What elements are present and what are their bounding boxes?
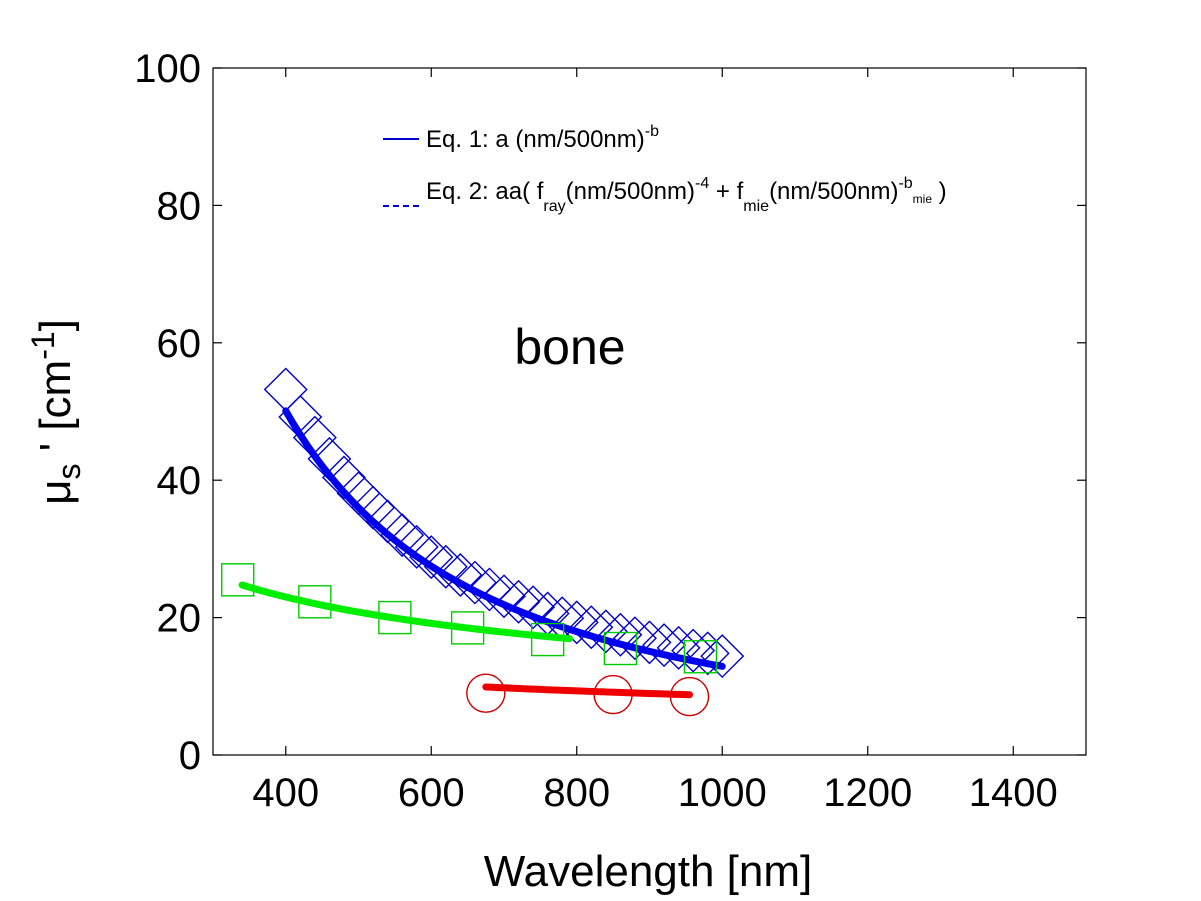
data-point	[612, 616, 657, 661]
legend-eq2-part: )	[932, 178, 947, 205]
data-point	[685, 631, 730, 676]
y-axis-label: μs ' [cm-1]	[25, 319, 87, 505]
data-point	[627, 620, 672, 665]
y-tick-label: 80	[157, 184, 202, 228]
y-tick-label: 0	[179, 734, 201, 778]
data-point	[482, 574, 526, 619]
x-axis-label: Wavelength [nm]	[484, 847, 813, 896]
y-axis-label-end: ]	[31, 319, 80, 331]
y-axis-label-units: ' [cm	[31, 360, 80, 464]
data-point	[583, 609, 628, 654]
x-tick-label: 600	[398, 771, 465, 815]
y-tick-label: 20	[157, 597, 202, 641]
chart-annotation: bone	[514, 319, 625, 375]
y-axis: 0 20 40 60 80 100	[134, 47, 1086, 778]
x-tick-label: 400	[252, 771, 319, 815]
data-point	[423, 544, 468, 589]
legend-eq2-part: (nm/500nm)	[769, 178, 898, 205]
legend-eq2-part: + f	[709, 178, 743, 205]
plot-area	[212, 67, 1087, 756]
data-point	[467, 567, 512, 612]
legend-eq2-part: -4	[695, 175, 709, 192]
fit-curve	[238, 581, 573, 643]
data-point	[554, 600, 599, 645]
series-circle	[466, 673, 710, 717]
data-point	[598, 612, 643, 657]
data-point	[380, 513, 425, 558]
data-point	[466, 673, 506, 713]
legend: Eq. 1: a (nm/500nm)-b Eq. 2: aa( fray(nm…	[383, 123, 947, 215]
data-point	[394, 524, 439, 569]
legend-eq2-part: -b	[898, 175, 912, 192]
data-point	[700, 634, 745, 679]
legend-eq2-part: (nm/500nm)	[566, 178, 695, 205]
legend-eq2-part: mie	[743, 198, 769, 215]
x-tick-label: 800	[543, 771, 610, 815]
x-axis: 400 600 800 1000 1200 1400	[252, 68, 1058, 815]
legend-label-eq1-sup: -b	[645, 123, 659, 140]
y-tick-label: 100	[134, 47, 201, 91]
series-square	[221, 563, 718, 674]
fit-curve	[282, 407, 726, 670]
data-point	[569, 605, 614, 650]
data-point	[452, 560, 497, 605]
y-axis-label-sub: s	[51, 464, 87, 480]
y-axis-label-sup: -1	[25, 331, 61, 359]
y-tick-label: 40	[157, 459, 202, 503]
legend-label-eq1-text: Eq. 1: a (nm/500nm)	[426, 126, 645, 153]
x-tick-label: 1000	[678, 771, 767, 815]
legend-label-eq1: Eq. 1: a (nm/500nm)-b	[426, 123, 659, 153]
series-diamond	[263, 367, 745, 679]
legend-label-eq2: Eq. 2: aa( fray(nm/500nm)-4 + fmie(nm/50…	[426, 175, 947, 215]
legend-eq2-part: ray	[543, 198, 565, 215]
data-point	[409, 535, 454, 580]
data-point	[221, 563, 255, 597]
data-point	[683, 640, 718, 674]
y-tick-label: 60	[157, 322, 202, 366]
data-point	[438, 553, 483, 597]
data-point	[511, 585, 556, 630]
data-point	[671, 628, 716, 673]
legend-eq2-part: mie	[913, 192, 933, 206]
series-layer	[221, 367, 745, 717]
y-axis-label-symbol: μ	[31, 480, 80, 505]
x-tick-label: 1400	[969, 771, 1058, 815]
data-point	[603, 631, 638, 666]
fit-curve	[482, 683, 694, 699]
data-point	[642, 623, 687, 668]
x-tick-label: 1200	[823, 771, 912, 815]
legend-eq2-part: Eq. 2: aa( f	[426, 178, 544, 205]
data-point	[496, 579, 541, 624]
